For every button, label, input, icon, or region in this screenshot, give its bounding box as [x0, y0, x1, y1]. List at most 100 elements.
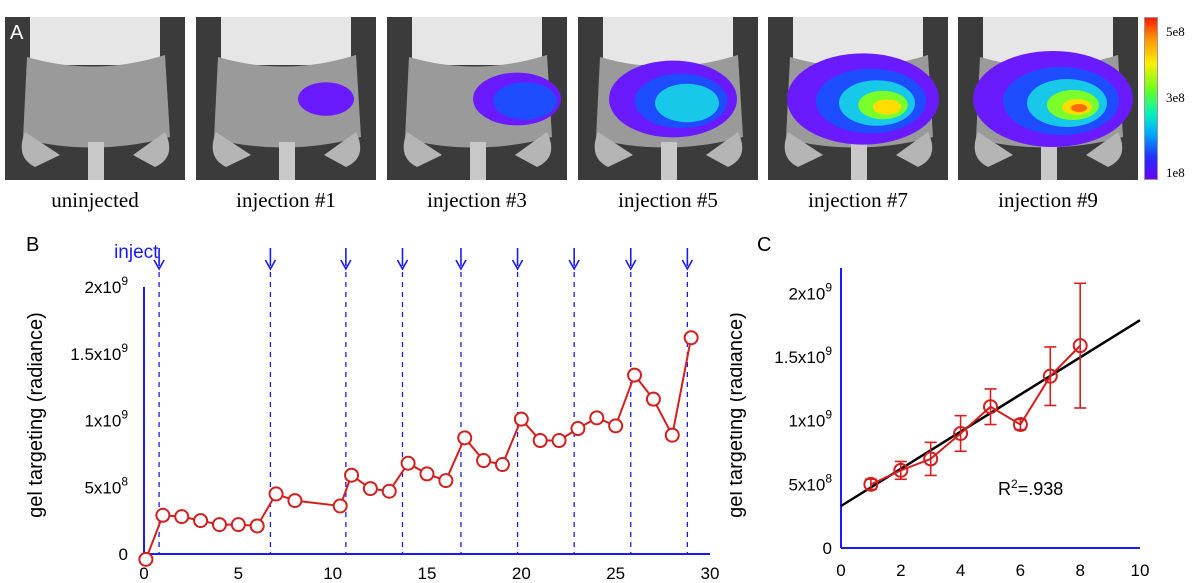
mouse-image-1: [5, 17, 185, 180]
chart-b-xtick-label-2: 10: [323, 564, 342, 583]
fur-top: [221, 17, 351, 65]
y-axis-label: gel targeting (radiance): [25, 312, 47, 518]
chart-b-xtick-label-3: 15: [418, 564, 437, 583]
mouse-tail: [279, 142, 295, 180]
chart-b-ytick-label-4: 2x109: [84, 274, 128, 297]
chart-c-xtick-label-0: 0: [836, 561, 845, 580]
signal-layer-5: [872, 99, 902, 115]
panel-b-letter: B: [26, 234, 40, 256]
data-point-26: [645, 391, 661, 407]
chart-b-radiance-over-time: inject 0 5 10 15 20 25 30 0 5x108 1x109 1.5x109 2x10…: [25, 242, 720, 583]
data-point-27: [664, 427, 680, 443]
data-point-24: [608, 418, 624, 434]
mouse-body: [23, 55, 170, 148]
data-point-12: [381, 483, 397, 499]
injection-arrow-head-3: [396, 259, 409, 271]
data-point-2: [923, 451, 939, 467]
mouse-hind-leg-right: [896, 132, 933, 167]
data-point-3: [193, 513, 209, 529]
mouse-hind-leg-left: [594, 132, 633, 167]
mouse-hind-leg-left: [784, 132, 823, 167]
data-point-18: [494, 457, 510, 473]
chart-c-ytick-label-0: 0: [823, 539, 832, 558]
data-point-0: [138, 551, 154, 567]
data-point-6: [1042, 368, 1058, 384]
series-line: [870, 344, 1081, 486]
panel-a-letter: A: [10, 22, 24, 44]
series-line: [144, 337, 693, 560]
mouse-tail: [1041, 142, 1057, 180]
injection-arrow-head-8: [681, 259, 694, 271]
data-point-6: [249, 518, 265, 534]
chart-c-xtick-label-4: 8: [1075, 561, 1084, 580]
mouse-image-6: [958, 17, 1138, 180]
data-point-14: [419, 466, 435, 482]
chart-c-xtick-label-5: 10: [1131, 561, 1150, 580]
chart-b-ytick-label-3: 1.5x109: [70, 341, 128, 364]
chart-b-ytick-label-2: 1x109: [84, 408, 128, 431]
fur-top: [412, 17, 542, 65]
injection-arrow-head-4: [455, 259, 467, 271]
mouse-hind-leg-right: [1086, 132, 1123, 167]
injection-arrow-head-0: [153, 259, 165, 271]
mouse-hind-leg-right: [706, 132, 743, 167]
injection-arrow-head-1: [264, 259, 277, 271]
mouse-body: [214, 55, 361, 148]
chart-c-xtick-label-2: 4: [956, 561, 965, 580]
data-point-4: [983, 399, 998, 415]
chart-c-ytick-label-3: 1.5x109: [774, 344, 832, 367]
data-point-17: [476, 453, 492, 469]
data-point-2: [174, 509, 190, 525]
data-point-13: [400, 455, 416, 471]
mouse-tail: [851, 142, 867, 180]
mouse-hind-leg-right: [324, 132, 361, 167]
mouse-image-2: [196, 17, 376, 180]
mouse-hind-leg-right: [133, 132, 170, 167]
image-caption-3: injection #3: [427, 188, 527, 212]
data-point-23: [589, 410, 605, 426]
chart-c-ytick-label-2: 1x109: [788, 408, 832, 431]
injection-arrow-head-6: [568, 259, 580, 271]
panel-c-letter: C: [757, 234, 772, 256]
injection-arrow-head-5: [511, 259, 524, 271]
mouse-hind-leg-left: [974, 132, 1013, 167]
chart-c-ytick-label-1: 5x108: [788, 471, 832, 494]
chart-b-xtick-label-5: 25: [606, 564, 625, 583]
data-point-9: [332, 498, 348, 514]
signal-layer-2: [493, 82, 557, 120]
data-point-28: [683, 330, 699, 346]
inject-label: inject: [114, 242, 159, 263]
injection-arrow-head-2: [340, 259, 352, 271]
chart-b-xtick-label-1: 5: [234, 564, 243, 583]
injection-arrow-head-7: [625, 259, 637, 271]
image-caption-1: uninjected: [51, 188, 139, 212]
data-point-22: [570, 421, 586, 437]
data-point-5: [230, 517, 246, 533]
radiance-colorbar: [1144, 17, 1158, 180]
data-point-7: [1072, 338, 1088, 354]
chart-b-xtick-label-6: 30: [701, 564, 720, 583]
mouse-hind-leg-left: [403, 132, 442, 167]
signal-core: [1071, 104, 1087, 112]
chart-b-xtick-label-4: 20: [512, 564, 531, 583]
r-squared-annotation: R2=.938: [998, 477, 1063, 499]
data-point-0: [863, 476, 879, 492]
data-point-3: [953, 425, 969, 441]
mouse-tail: [88, 142, 104, 180]
data-point-21: [551, 433, 567, 449]
mouse-image-5: [768, 17, 948, 180]
mouse-hind-leg-right: [515, 132, 552, 167]
colorbar-label-min: 1e8: [1166, 165, 1185, 180]
colorbar-label-mid: 3e8: [1166, 90, 1185, 105]
image-caption-5: injection #7: [808, 188, 908, 212]
data-point-19: [513, 411, 529, 427]
fur-top: [603, 17, 733, 65]
data-point-15: [438, 473, 454, 489]
data-point-8: [287, 493, 303, 509]
image-caption-6: injection #9: [998, 188, 1098, 212]
mouse-image-3: [387, 17, 567, 180]
chart-b-xtick-label-0: 0: [139, 564, 148, 583]
mouse-tail: [661, 142, 677, 180]
chart-c-xtick-label-1: 2: [896, 561, 905, 580]
chart-c-xtick-label-3: 6: [1016, 561, 1025, 580]
